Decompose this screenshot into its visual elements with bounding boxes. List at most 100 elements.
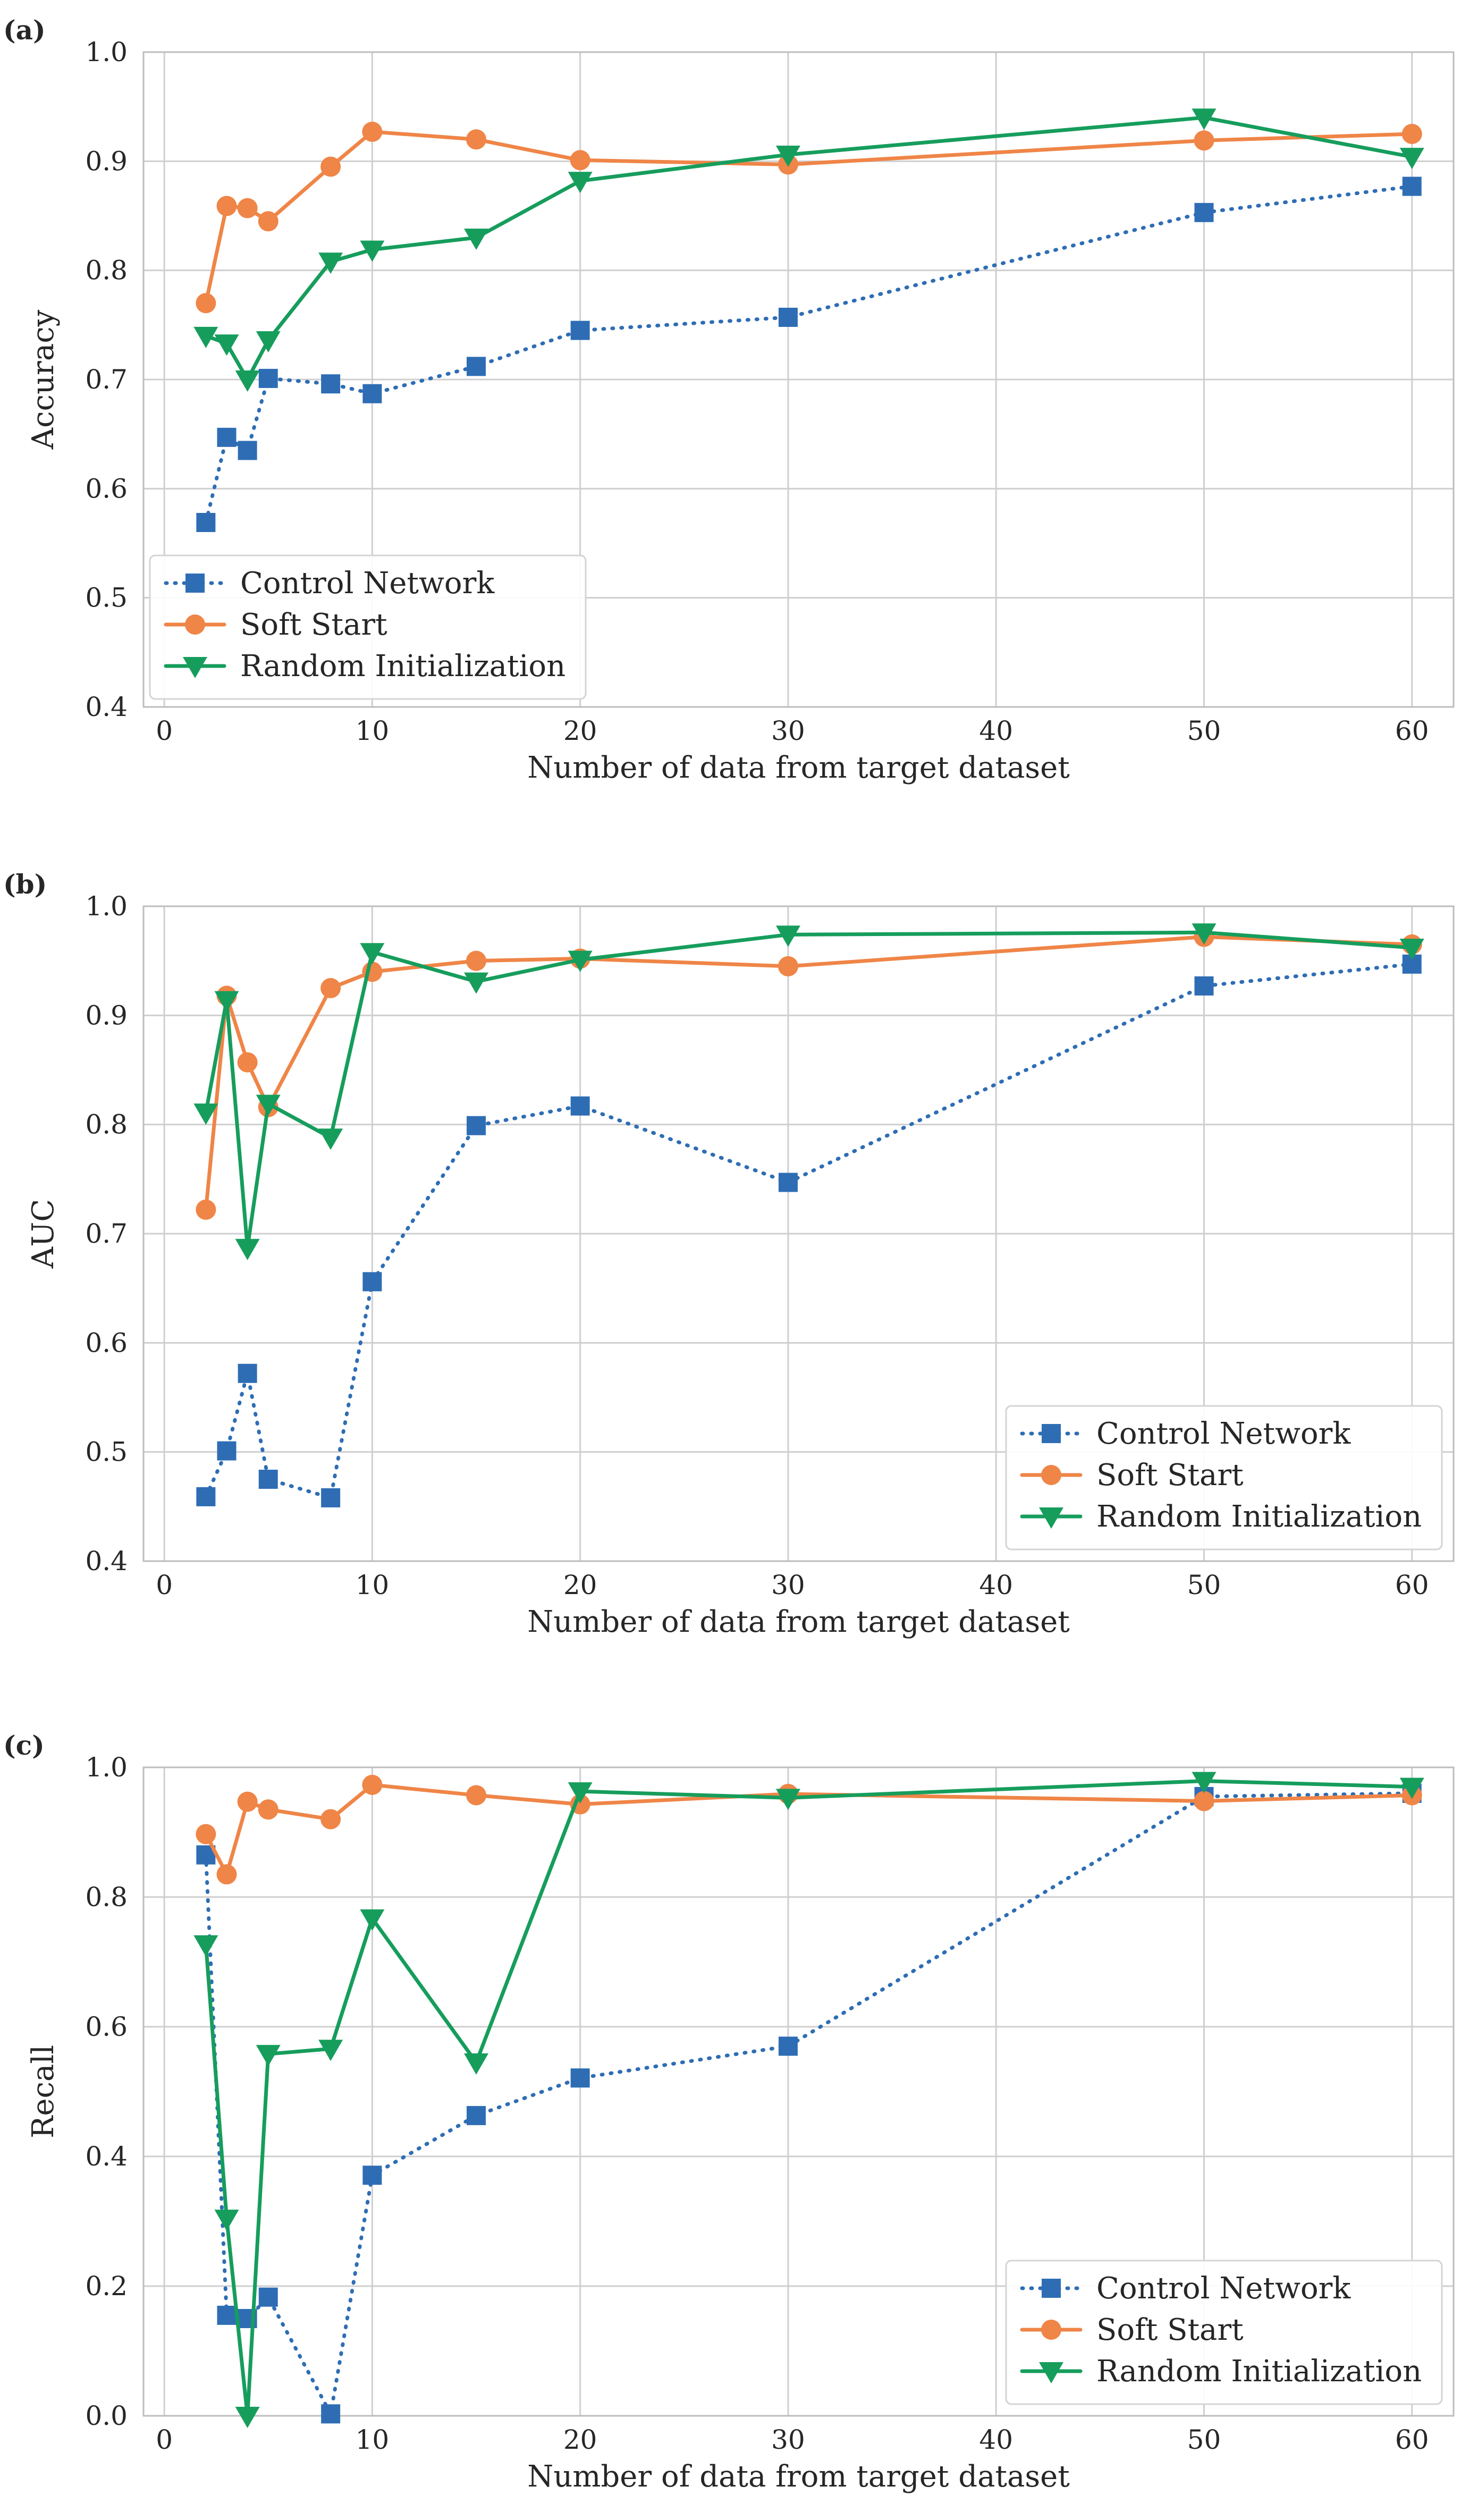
x-tick-label: 20 [563,2424,597,2455]
y-axis-title: Recall [26,2045,61,2138]
soft-marker [258,1799,278,1820]
control-marker [778,2036,798,2056]
y-tick-label: 1.0 [85,1752,128,1783]
x-tick-label: 50 [1187,1570,1221,1600]
y-tick-label: 0.9 [85,1000,128,1031]
control-marker [362,384,382,403]
y-tick-label: 0.4 [85,2141,128,2172]
legend-label-control: Control Network [240,566,495,601]
random-marker [235,1238,260,1260]
random-marker [193,1103,218,1125]
x-tick-label: 60 [1395,2424,1429,2455]
x-axis-title: Number of data from target dataset [527,2459,1070,2494]
y-tick-label: 0.9 [85,146,128,176]
legend-marker-control [1042,1424,1061,1443]
series-control [196,176,1422,532]
series-soft [196,121,1422,314]
soft-marker [362,1774,383,1795]
x-tick-label: 0 [156,2424,173,2455]
plot-frame [142,905,1455,1562]
control-marker [321,374,341,394]
panel-label: (b) [3,869,47,900]
legend-marker-random [1039,1507,1063,1529]
x-tick-label: 10 [356,1570,390,1600]
random-marker [193,1935,218,1957]
legend-label-soft: Soft Start [1096,1458,1244,1493]
x-tick-label: 40 [979,2424,1013,2455]
random-marker [775,146,800,167]
random-marker [214,2210,239,2231]
legend-label-soft: Soft Start [1096,2313,1244,2347]
y-tick-label: 0.7 [85,364,128,395]
y-tick-label: 0.6 [85,1327,128,1358]
soft-marker [570,150,590,171]
x-tick-label: 20 [563,1570,597,1600]
random-marker [1399,939,1424,960]
plot-frame [142,51,1455,708]
legend-marker-soft [1041,1465,1061,1485]
random-marker [1192,108,1217,130]
control-marker [196,1487,216,1506]
soft-marker [196,1199,216,1220]
random-marker [464,229,489,250]
y-tick-label: 0.7 [85,1218,128,1249]
control-marker [570,1096,590,1116]
legend-box [149,554,587,700]
legend-item-soft: Soft Start [164,608,387,642]
control-marker [1402,176,1422,196]
y-tick-label: 0.5 [85,1437,128,1468]
chart-panel-2: 0 10 20 30 40 50 60 0.4 0.5 0.6 0.7 0.8 0.9 1.0 Number… [3,869,1455,1639]
soft-marker [466,950,487,971]
random-marker [568,1782,593,1804]
panel-label: (c) [3,1730,45,1761]
random-marker [568,172,593,193]
x-tick-label: 50 [1187,715,1221,746]
y-tick-label: 0.8 [85,255,128,286]
panel-label: (a) [3,14,46,46]
legend-marker-control [1042,2279,1061,2298]
y-tick-label: 1.0 [85,37,128,68]
control-marker [258,2287,278,2307]
random-marker [775,925,800,947]
random-marker [214,991,239,1013]
y-tick-label: 0.8 [85,1882,128,1912]
soft-marker [237,198,258,218]
soft-marker [1194,130,1214,151]
legend-item-random: Random Initialization [1020,1499,1422,1534]
random-marker [318,1128,343,1150]
series-random [193,108,1424,392]
control-marker [362,1272,382,1292]
control-marker [238,441,257,460]
legend-marker-random [183,657,207,678]
x-tick-label: 30 [771,1570,805,1600]
plot-frame [142,1766,1455,2417]
x-tick-label: 10 [356,2424,390,2455]
random-marker [193,326,218,348]
x-tick-label: 40 [979,1570,1013,1600]
y-tick-label: 0.6 [85,2011,128,2042]
random-marker [256,331,281,353]
x-axis-title: Number of data from target dataset [527,751,1070,785]
soft-marker [778,956,798,976]
legend: Control Network Soft Start Random Initiali… [1005,2260,1443,2405]
legend: Control Network Soft Start Random Initiali… [149,554,587,700]
chart-panel-3: 0 10 20 30 40 50 60 0.0 0.2 0.4 0.6 0.8 1.0 Number of… [3,1730,1455,2494]
soft-marker [196,1824,216,1844]
legend-marker-random [1039,2362,1063,2383]
soft-marker [1194,1791,1214,1811]
soft-marker [320,978,341,998]
y-tick-label: 0.0 [85,2400,128,2431]
legend-item-soft: Soft Start [1020,1458,1244,1493]
soft-marker [320,156,341,177]
legend-marker-soft [1041,2320,1061,2340]
x-axis-title: Number of data from target dataset [527,1605,1070,1639]
y-tick-label: 0.4 [85,692,128,722]
random-marker [318,2039,343,2061]
control-marker [258,368,278,388]
legend-marker-soft [185,614,205,635]
random-marker [464,2053,489,2075]
random-marker [360,1909,385,1931]
control-marker [570,2068,590,2088]
control-marker [238,1363,257,1383]
